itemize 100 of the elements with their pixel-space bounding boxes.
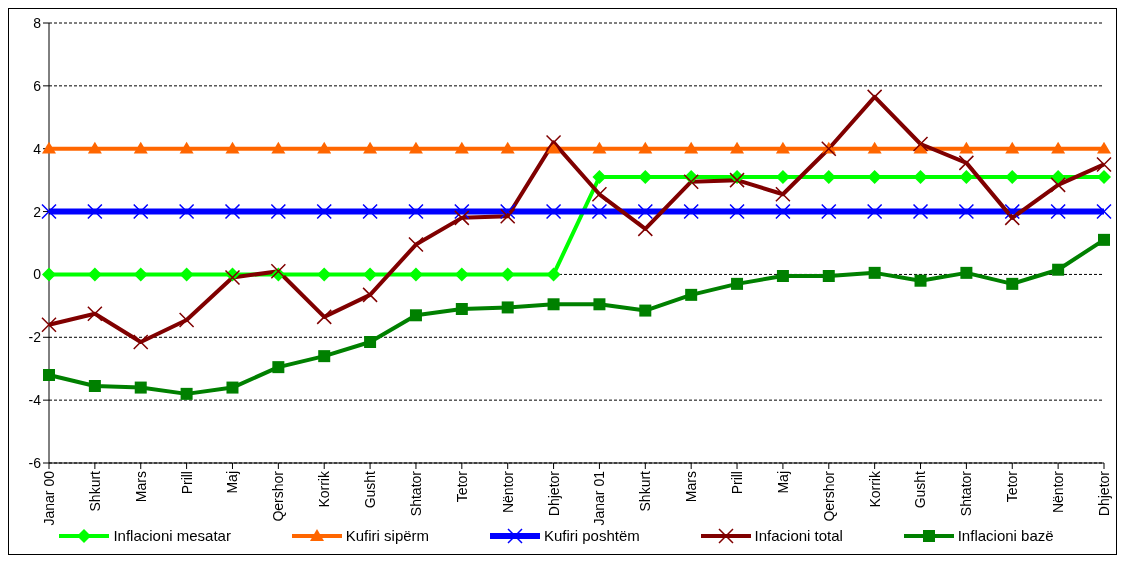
point [638,170,653,184]
point [821,170,836,184]
y-tick-label: -2 [28,329,42,346]
point [1098,233,1110,246]
point [593,298,606,311]
point [133,141,148,154]
point [546,141,561,154]
point [42,141,56,154]
point [1005,170,1020,184]
point [454,267,469,282]
point [1097,170,1111,184]
point [87,267,102,282]
point [912,203,929,220]
point [454,203,470,220]
point [224,269,241,286]
point [731,277,744,290]
point [363,267,378,282]
x-tick-label: Qershor [820,470,837,522]
x-tick-label: Gusht [362,470,379,509]
point [959,141,974,154]
point [637,221,654,237]
point [316,203,332,220]
point [501,301,514,314]
point [684,141,699,154]
point [868,266,881,279]
point [637,203,654,220]
point [1096,156,1112,173]
x-tick-label: Janar 01 [591,470,608,526]
point [179,267,194,282]
point [914,274,927,287]
point [591,203,608,220]
y-tick-label: -4 [28,392,42,409]
x-tick-label: Mars [132,471,149,503]
point [545,203,562,220]
point [547,298,560,311]
point [730,141,745,154]
point [225,141,240,154]
point [592,170,607,184]
x-tick-label: Nëntor [499,470,516,514]
point [1051,141,1066,154]
point [729,203,745,220]
y-tick-label: -6 [28,454,42,471]
x-tick-label: Dhjetor [545,470,562,517]
point [132,334,149,350]
x-tick-label: Maj [774,471,791,494]
point [729,172,745,188]
point [454,210,470,226]
x-tick-label: Nëntor [1050,470,1067,514]
point [500,267,515,282]
point [960,266,973,279]
point [775,141,790,154]
point [1050,177,1066,193]
point [179,141,194,154]
x-tick-label: Prill [178,471,195,495]
point [500,141,515,154]
point [362,287,378,303]
point [363,141,378,154]
point [178,203,195,220]
point [317,267,332,282]
point [134,381,147,394]
point [42,267,56,282]
point [41,316,57,333]
y-tick-label: 2 [33,203,42,220]
point [41,203,57,220]
point [867,141,882,154]
point [638,141,653,154]
point [133,267,148,282]
point [821,203,837,220]
point [408,203,424,220]
x-tick-label: Maj [224,471,241,494]
point [499,208,516,225]
point [272,361,285,374]
point [776,270,789,282]
y-tick-label: 4 [33,140,42,157]
point [178,312,195,328]
x-tick-label: Shkurt [86,470,103,512]
point [270,263,287,280]
point [959,170,974,184]
point [88,380,101,392]
legend-label: Inflacioni mesatar [113,527,231,544]
point [318,350,331,363]
x-tick-label: Mars [683,471,700,503]
point [362,203,378,220]
point [546,267,561,282]
point [775,203,791,220]
x-tick-label: Tetor [1004,470,1021,503]
point [499,203,516,220]
point [87,203,103,220]
point [867,170,882,184]
point [408,141,423,154]
point [866,203,883,220]
point [958,203,975,220]
legend-label: Kufiri poshtëm [543,527,640,544]
point [958,155,975,171]
point [87,305,103,322]
point [409,309,422,322]
point [271,141,286,154]
point [132,203,149,220]
point [1097,141,1111,154]
point [1050,203,1066,220]
